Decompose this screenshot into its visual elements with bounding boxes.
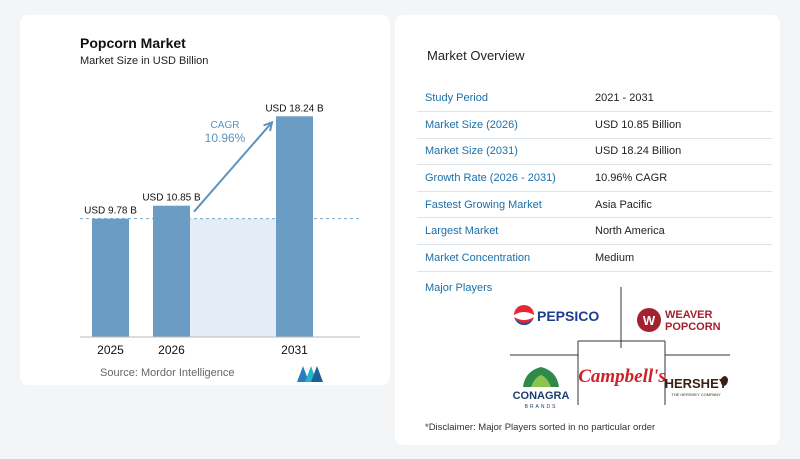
weaver-badge-icon [637, 308, 661, 332]
svg-text:THE HERSHEY COMPANY: THE HERSHEY COMPANY [671, 392, 721, 397]
overview-card: Market Overview Study Period 2021 - 2031 M… [395, 15, 780, 445]
svg-text:CONAGRA: CONAGRA [513, 390, 570, 402]
svg-text:Campbell's: Campbell's [578, 366, 666, 387]
overview-row-value: Medium [587, 244, 772, 272]
source-text: Source: Mordor Intelligence [100, 367, 235, 379]
weaver-popcorn-logo: W WEAVER POPCORN [637, 308, 721, 333]
cagr-arrow [193, 121, 273, 213]
overview-row-value: 2021 - 2031 [587, 85, 772, 113]
svg-text:WEAVER: WEAVER [665, 309, 713, 321]
growth-shade-area [190, 218, 276, 337]
cagr-value: 10.96% [205, 131, 246, 145]
bar-2031 [276, 116, 313, 338]
svg-text:PEPSICO: PEPSICO [537, 308, 599, 324]
hershey-kiss-icon [720, 376, 728, 386]
overview-row-label: Fastest Growing Market [417, 191, 587, 219]
bar-data-label: USD 9.78 B [84, 206, 137, 217]
overview-row-label: Study Period [417, 85, 587, 113]
overview-row: Market Concentration Medium [417, 244, 772, 272]
bar-chart: USD 9.78 B USD 10.85 B USD 18.24 B 2025 202… [80, 103, 360, 357]
overview-row: Largest Market North America [417, 217, 772, 246]
major-players-logos: PEPSICO W WEAVER POPCORN CONAGRA BRANDS … [510, 287, 730, 410]
overview-table: Study Period 2021 - 2031 Market Size (2026… [417, 85, 772, 272]
mordor-logo-icon [297, 366, 323, 382]
bar-2025 [92, 218, 129, 337]
overview-row: Fastest Growing Market Asia Pacific [417, 191, 772, 219]
svg-text:W: W [643, 313, 656, 328]
x-tick-label: 2026 [158, 343, 185, 357]
overview-row-label: Market Size (2026) [417, 111, 587, 139]
x-tick-label: 2031 [281, 343, 308, 357]
chart-card: USD 9.78 B USD 10.85 B USD 18.24 B 2025 202… [20, 15, 390, 385]
overview-row: Market Size (2031) USD 18.24 Billion [417, 138, 772, 166]
overview-row: Growth Rate (2026 - 2031) 10.96% CAGR [417, 164, 772, 192]
overview-row-value: Asia Pacific [587, 191, 772, 219]
x-tick-label: 2025 [97, 343, 124, 357]
disclaimer-text: *Disclaimer: Major Players sorted in no … [425, 422, 656, 433]
overview-row-value: USD 10.85 Billion [587, 111, 772, 139]
overview-row-label: Market Size (2031) [417, 138, 587, 166]
bar-data-label: USD 18.24 B [265, 103, 324, 114]
campbells-logo: Campbell's [578, 366, 666, 387]
chart-title: Popcorn Market [80, 35, 186, 51]
svg-text:BRANDS: BRANDS [525, 404, 558, 410]
overview-row: Study Period 2021 - 2031 [417, 85, 772, 113]
svg-text:POPCORN: POPCORN [665, 321, 721, 333]
cagr-arrowhead [263, 120, 274, 132]
overview-row-value: 10.96% CAGR [587, 164, 772, 192]
bar-data-label: USD 10.85 B [142, 193, 201, 204]
bar-2026 [153, 205, 190, 337]
major-players-title: Major Players [425, 282, 493, 294]
hershey-logo: HERSHEY THE HERSHEY COMPANY [665, 376, 728, 397]
overview-row-label: Largest Market [417, 217, 587, 246]
conagra-logo: CONAGRA BRANDS [513, 367, 570, 410]
overview-row-value: North America [587, 217, 772, 246]
overview-row-label: Market Concentration [417, 244, 587, 272]
overview-row-label: Growth Rate (2026 - 2031) [417, 164, 587, 192]
chart-subtitle: Market Size in USD Billion [80, 55, 209, 67]
cagr-label: CAGR [211, 120, 240, 131]
svg-text:HERSHEY: HERSHEY [665, 376, 728, 391]
overview-row-value: USD 18.24 Billion [587, 138, 772, 166]
overview-title: Market Overview [427, 48, 525, 63]
overview-row: Market Size (2026) USD 10.85 Billion [417, 111, 772, 139]
pepsico-logo: PEPSICO [514, 305, 599, 326]
